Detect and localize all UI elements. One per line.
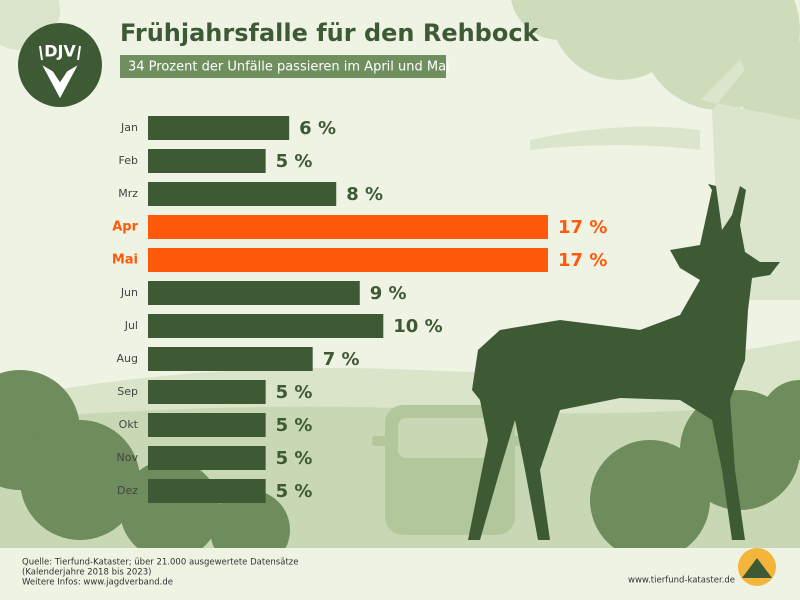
logo-text: DJV bbox=[44, 42, 76, 61]
category-label: Dez bbox=[117, 484, 138, 497]
bar bbox=[148, 314, 384, 338]
bars: Jan 6 % Feb 5 % Mrz 8 % Apr 17 % Mai 17 % Jun 9 % Ju… bbox=[112, 116, 607, 503]
value-label: 5 % bbox=[276, 415, 313, 436]
bar bbox=[148, 413, 266, 437]
value-label: 8 % bbox=[346, 184, 383, 205]
chart-subtitle: 34 Prozent der Unfälle passieren im Apri… bbox=[128, 60, 450, 75]
subtitle-box bbox=[120, 55, 446, 78]
bar bbox=[148, 380, 266, 404]
value-label: 5 % bbox=[276, 448, 313, 469]
bar bbox=[148, 281, 360, 305]
category-label: Sep bbox=[117, 385, 138, 398]
category-label: Mrz bbox=[118, 187, 138, 200]
bar bbox=[148, 479, 266, 503]
category-label: Aug bbox=[117, 352, 138, 365]
bar bbox=[148, 248, 548, 272]
bar bbox=[148, 347, 313, 371]
website-logo-icon bbox=[742, 558, 772, 578]
bar bbox=[148, 215, 548, 239]
category-label: Apr bbox=[112, 220, 138, 235]
category-label: Mai bbox=[112, 253, 138, 268]
category-label: Jan bbox=[120, 121, 138, 134]
category-label: Nov bbox=[117, 451, 139, 464]
bar bbox=[148, 182, 337, 206]
bar bbox=[148, 116, 290, 140]
value-label: 5 % bbox=[276, 151, 313, 172]
category-label: Jul bbox=[124, 319, 138, 332]
value-label: 5 % bbox=[276, 382, 313, 403]
source-years: (Kalenderjahre 2018 bis 2023) bbox=[22, 568, 151, 578]
value-label: 17 % bbox=[558, 250, 607, 271]
source: Quelle: Tierfund-Kataster; über 21.000 a… bbox=[22, 558, 298, 568]
value-label: 9 % bbox=[370, 283, 407, 304]
category-label: Feb bbox=[119, 154, 138, 167]
bar bbox=[148, 446, 266, 470]
category-label: Jun bbox=[120, 286, 138, 299]
website: www.tierfund-kataster.de bbox=[628, 576, 735, 586]
value-label: 17 % bbox=[558, 217, 607, 238]
value-label: 6 % bbox=[299, 118, 336, 139]
bar bbox=[148, 149, 266, 173]
category-label: Okt bbox=[119, 418, 139, 431]
logo-badge bbox=[18, 23, 102, 107]
logo-icon bbox=[39, 45, 81, 99]
info: Weitere Infos: www.jagdverband.de bbox=[22, 578, 173, 588]
value-label: 5 % bbox=[276, 481, 313, 502]
value-label: 7 % bbox=[323, 349, 360, 370]
value-label: 10 % bbox=[393, 316, 442, 337]
chart-title: Frühjahrsfalle für den Rehbock bbox=[120, 19, 540, 47]
